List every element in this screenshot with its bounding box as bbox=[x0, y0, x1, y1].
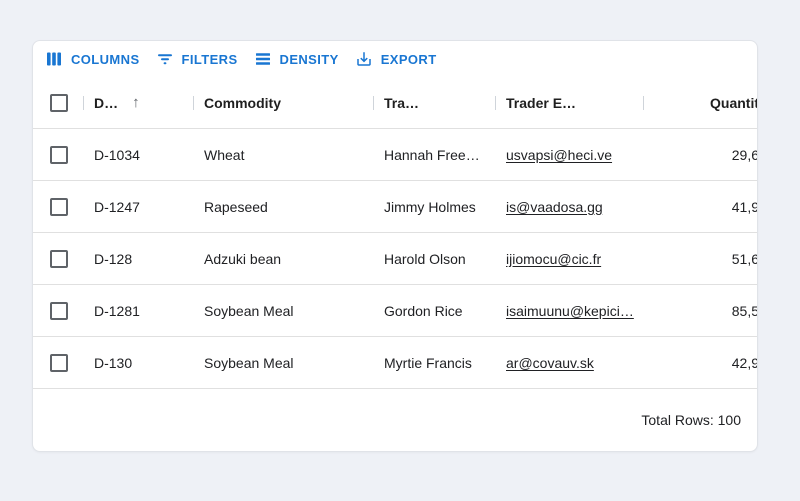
column-header-label: D… bbox=[94, 94, 119, 111]
columns-button-label: COLUMNS bbox=[71, 51, 140, 67]
density-button[interactable]: DENSITY bbox=[248, 47, 345, 71]
columns-icon bbox=[45, 50, 63, 68]
column-header-label: Quantit bbox=[710, 94, 758, 111]
cell-trader: Gordon Rice bbox=[384, 302, 463, 319]
cell-commodity: Adzuki bean bbox=[204, 250, 282, 267]
checkbox-cell bbox=[33, 285, 84, 336]
cell-commodity: Rapeseed bbox=[204, 198, 268, 215]
cell-trader: Hannah Free… bbox=[384, 146, 480, 163]
cell-trader-email: isaimuunu@kepici… bbox=[496, 285, 644, 336]
checkbox-cell bbox=[33, 181, 84, 232]
sort-ascending-icon[interactable]: ↑ bbox=[132, 94, 140, 111]
cell-quantity: 85,5 bbox=[731, 302, 758, 319]
column-header-deal[interactable]: D… ↑ bbox=[84, 77, 194, 128]
filters-button[interactable]: FILTERS bbox=[150, 47, 244, 71]
table-row[interactable]: D-128 Adzuki bean Harold Olson ijiomocu@… bbox=[33, 233, 757, 285]
columns-button[interactable]: COLUMNS bbox=[39, 47, 146, 71]
cell-deal: D-1247 bbox=[94, 198, 140, 215]
table-row[interactable]: D-1034 Wheat Hannah Free… usvapsi@heci.v… bbox=[33, 129, 757, 181]
cell-deal: D-1281 bbox=[94, 302, 140, 319]
cell-trader: Myrtie Francis bbox=[384, 354, 472, 371]
row-checkbox[interactable] bbox=[49, 145, 68, 164]
column-header-trader[interactable]: Tra… bbox=[374, 77, 496, 128]
checkbox-cell bbox=[33, 337, 84, 388]
table-row[interactable]: D-1281 Soybean Meal Gordon Rice isaimuun… bbox=[33, 285, 757, 337]
column-header-label: Tra… bbox=[384, 94, 420, 111]
column-header-label: Trader E… bbox=[506, 94, 577, 111]
row-checkbox[interactable] bbox=[49, 249, 68, 268]
cell-deal: D-130 bbox=[94, 354, 133, 371]
cell-quantity: 51,6 bbox=[731, 250, 758, 267]
column-header-commodity[interactable]: Commodity bbox=[194, 77, 374, 128]
column-header-quantity[interactable]: Quantit bbox=[644, 77, 758, 128]
filter-icon bbox=[156, 50, 174, 68]
cell-trader-email: usvapsi@heci.ve bbox=[496, 129, 644, 180]
cell-quantity: 41,9 bbox=[731, 198, 758, 215]
trader-email-link[interactable]: ar@covauv.sk bbox=[506, 354, 594, 371]
cell-trader-email: ijiomocu@cic.fr bbox=[496, 233, 644, 284]
cell-quantity: 29,6 bbox=[731, 146, 758, 163]
select-all-checkbox[interactable] bbox=[49, 93, 68, 112]
checkbox-cell bbox=[33, 129, 84, 180]
select-all-checkbox-cell bbox=[33, 77, 84, 128]
trader-email-link[interactable]: usvapsi@heci.ve bbox=[506, 146, 613, 163]
cell-trader-email: is@vaadosa.gg bbox=[496, 181, 644, 232]
header-row: D… ↑ Commodity Tra… Trader E… Quantit bbox=[33, 77, 757, 129]
cell-quantity: 42,9 bbox=[731, 354, 758, 371]
filters-button-label: FILTERS bbox=[181, 51, 238, 67]
grid-footer: Total Rows: 100 bbox=[33, 389, 757, 451]
row-checkbox[interactable] bbox=[49, 197, 68, 216]
density-button-label: DENSITY bbox=[279, 51, 339, 67]
cell-trader-email: ar@covauv.sk bbox=[496, 337, 644, 388]
cell-deal: D-128 bbox=[94, 250, 133, 267]
total-rows-label: Total Rows: 100 bbox=[641, 412, 741, 428]
trader-email-link[interactable]: is@vaadosa.gg bbox=[506, 198, 603, 215]
export-button-label: EXPORT bbox=[380, 51, 437, 67]
row-checkbox[interactable] bbox=[49, 301, 68, 320]
table-row[interactable]: D-1247 Rapeseed Jimmy Holmes is@vaadosa.… bbox=[33, 181, 757, 233]
column-header-trader-email[interactable]: Trader E… bbox=[496, 77, 644, 128]
export-icon bbox=[355, 50, 373, 68]
density-icon bbox=[254, 50, 272, 68]
column-header-label: Commodity bbox=[204, 94, 281, 111]
cell-trader: Jimmy Holmes bbox=[384, 198, 476, 215]
trader-email-link[interactable]: isaimuunu@kepici… bbox=[506, 302, 634, 319]
cell-trader: Harold Olson bbox=[384, 250, 466, 267]
checkbox-cell bbox=[33, 233, 84, 284]
export-button[interactable]: EXPORT bbox=[349, 47, 443, 71]
trader-email-link[interactable]: ijiomocu@cic.fr bbox=[506, 250, 602, 267]
row-checkbox[interactable] bbox=[49, 353, 68, 372]
cell-commodity: Soybean Meal bbox=[204, 354, 294, 371]
grid-toolbar: COLUMNS FILTERS bbox=[33, 41, 757, 77]
cell-deal: D-1034 bbox=[94, 146, 140, 163]
cell-commodity: Soybean Meal bbox=[204, 302, 294, 319]
table-row[interactable]: D-130 Soybean Meal Myrtie Francis ar@cov… bbox=[33, 337, 757, 389]
cell-commodity: Wheat bbox=[204, 146, 245, 163]
data-grid: COLUMNS FILTERS bbox=[32, 40, 758, 452]
